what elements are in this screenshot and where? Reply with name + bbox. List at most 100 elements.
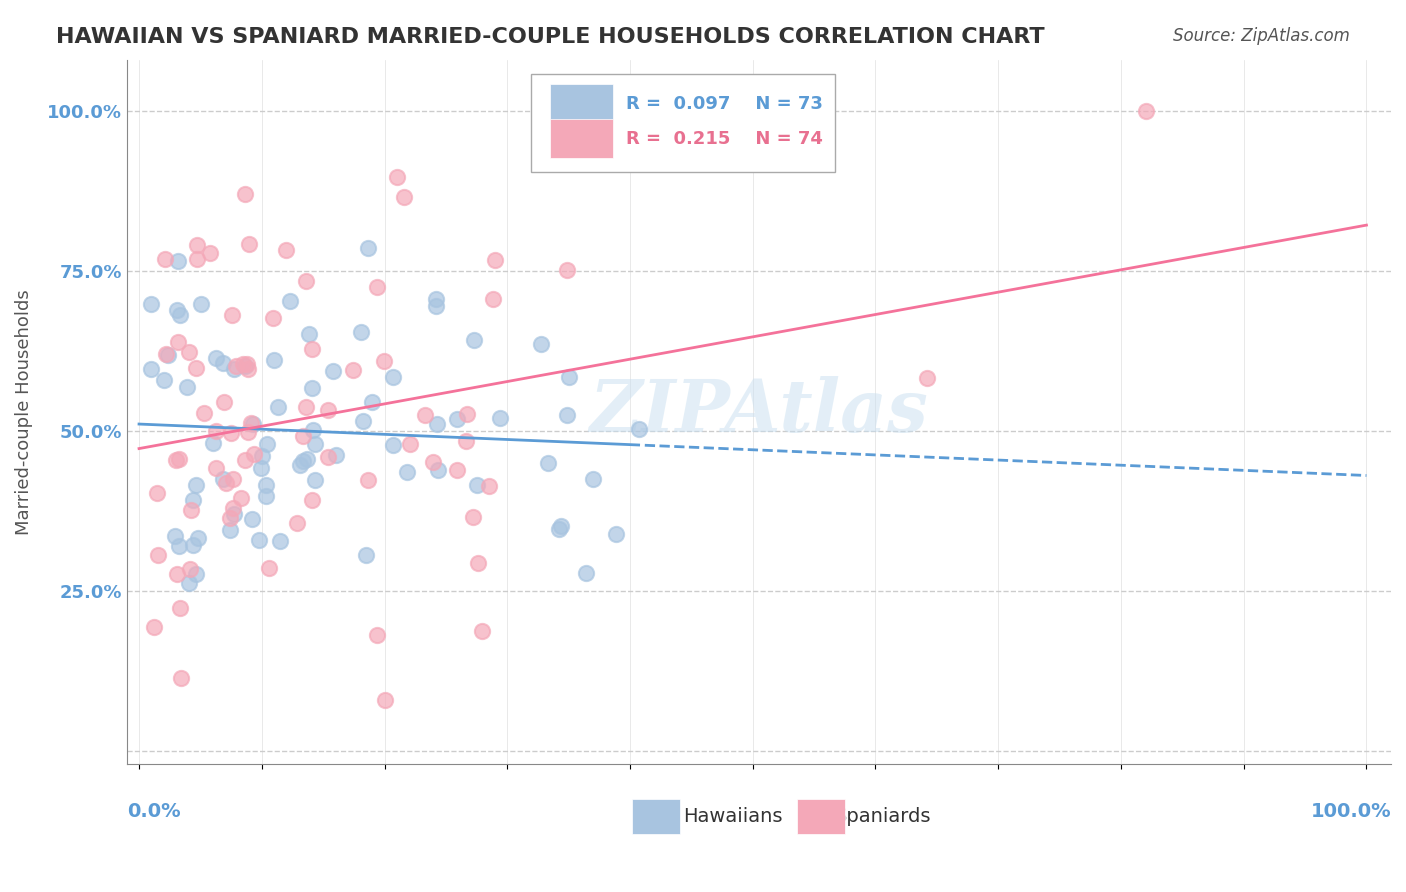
Text: HAWAIIAN VS SPANIARD MARRIED-COUPLE HOUSEHOLDS CORRELATION CHART: HAWAIIAN VS SPANIARD MARRIED-COUPLE HOUS…	[56, 27, 1045, 46]
Point	[382, 369, 405, 384]
Point	[465, 478, 488, 492]
Point	[427, 463, 450, 477]
Point	[186, 252, 208, 266]
Point	[274, 243, 297, 257]
Text: 100.0%: 100.0%	[1310, 802, 1391, 821]
Point	[357, 241, 380, 255]
Point	[250, 461, 273, 475]
Point	[157, 348, 180, 362]
Point	[184, 566, 207, 581]
Point	[292, 453, 315, 467]
Point	[254, 477, 277, 491]
Point	[256, 437, 278, 451]
FancyBboxPatch shape	[633, 799, 681, 834]
Point	[1135, 103, 1157, 118]
Point	[235, 453, 257, 467]
Point	[222, 472, 245, 486]
Point	[297, 452, 319, 467]
Point	[322, 364, 344, 378]
Point	[478, 478, 501, 492]
Point	[186, 360, 208, 375]
Point	[240, 511, 263, 525]
Point	[177, 345, 200, 359]
Point	[222, 507, 245, 521]
Point	[153, 252, 176, 266]
Point	[446, 463, 468, 477]
Point	[575, 566, 598, 580]
Point	[301, 492, 323, 507]
Point	[233, 187, 256, 202]
Point	[425, 292, 447, 306]
Point	[426, 417, 449, 431]
Point	[257, 561, 280, 575]
Point	[236, 425, 259, 439]
Point	[180, 503, 202, 517]
Point	[373, 354, 395, 368]
Point	[555, 263, 578, 277]
FancyBboxPatch shape	[797, 799, 845, 834]
Point	[143, 620, 166, 634]
Point	[555, 408, 578, 422]
Point	[212, 472, 235, 486]
Point	[422, 455, 444, 469]
Point	[550, 518, 572, 533]
Y-axis label: Married-couple Households: Married-couple Households	[15, 289, 32, 534]
Text: 0.0%: 0.0%	[127, 802, 180, 821]
Point	[215, 475, 238, 490]
Point	[247, 533, 270, 548]
Point	[186, 238, 208, 252]
Point	[269, 534, 291, 549]
Point	[304, 437, 326, 451]
Point	[482, 292, 505, 306]
Point	[456, 407, 478, 421]
Point	[295, 401, 318, 415]
Point	[325, 448, 347, 462]
Point	[200, 245, 222, 260]
Point	[547, 523, 569, 537]
Point	[605, 527, 627, 541]
Point	[221, 308, 243, 322]
Point	[304, 473, 326, 487]
Text: ZIPAtlas: ZIPAtlas	[589, 376, 928, 447]
Point	[187, 531, 209, 545]
Point	[316, 450, 339, 464]
Point	[235, 359, 257, 373]
Point	[176, 380, 198, 394]
Point	[219, 426, 242, 441]
Point	[537, 456, 560, 470]
Point	[163, 529, 186, 543]
Point	[236, 357, 259, 371]
Point	[250, 449, 273, 463]
Text: Source: ZipAtlas.com: Source: ZipAtlas.com	[1173, 27, 1350, 45]
Point	[395, 466, 418, 480]
Point	[179, 562, 201, 576]
Point	[366, 280, 388, 294]
Point	[484, 252, 506, 267]
Point	[167, 539, 190, 553]
Point	[184, 478, 207, 492]
Point	[350, 325, 373, 339]
Point	[385, 170, 408, 185]
Point	[582, 472, 605, 486]
Point	[169, 451, 191, 466]
Point	[181, 492, 204, 507]
Point	[204, 351, 226, 366]
Point	[254, 489, 277, 503]
Point	[301, 343, 323, 357]
Point	[471, 624, 494, 638]
Point	[301, 424, 323, 438]
Point	[392, 189, 415, 203]
Point	[352, 414, 374, 428]
Point	[146, 486, 169, 500]
Point	[357, 473, 380, 487]
Point	[354, 549, 377, 563]
Point	[141, 297, 163, 311]
Text: Hawaiians: Hawaiians	[683, 807, 783, 826]
Point	[238, 237, 260, 252]
Point	[214, 395, 236, 409]
Point	[240, 416, 263, 430]
Point	[488, 411, 510, 425]
Point	[218, 511, 240, 525]
Point	[221, 500, 243, 515]
Point	[243, 447, 266, 461]
